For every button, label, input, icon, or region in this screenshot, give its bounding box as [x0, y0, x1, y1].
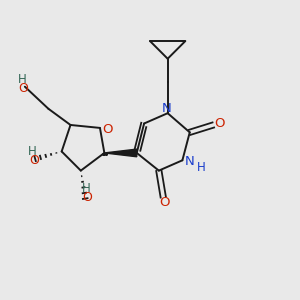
Text: O: O [19, 82, 28, 95]
Text: O: O [82, 190, 92, 204]
Text: H: H [197, 161, 206, 174]
Polygon shape [104, 149, 137, 157]
Text: O: O [214, 117, 224, 130]
Text: O: O [29, 154, 39, 167]
Text: N: N [161, 102, 171, 115]
Text: H: H [28, 145, 37, 158]
Text: N: N [185, 155, 195, 168]
Text: O: O [160, 196, 170, 209]
Text: H: H [82, 182, 91, 195]
Text: H: H [17, 73, 26, 86]
Text: O: O [102, 123, 112, 136]
